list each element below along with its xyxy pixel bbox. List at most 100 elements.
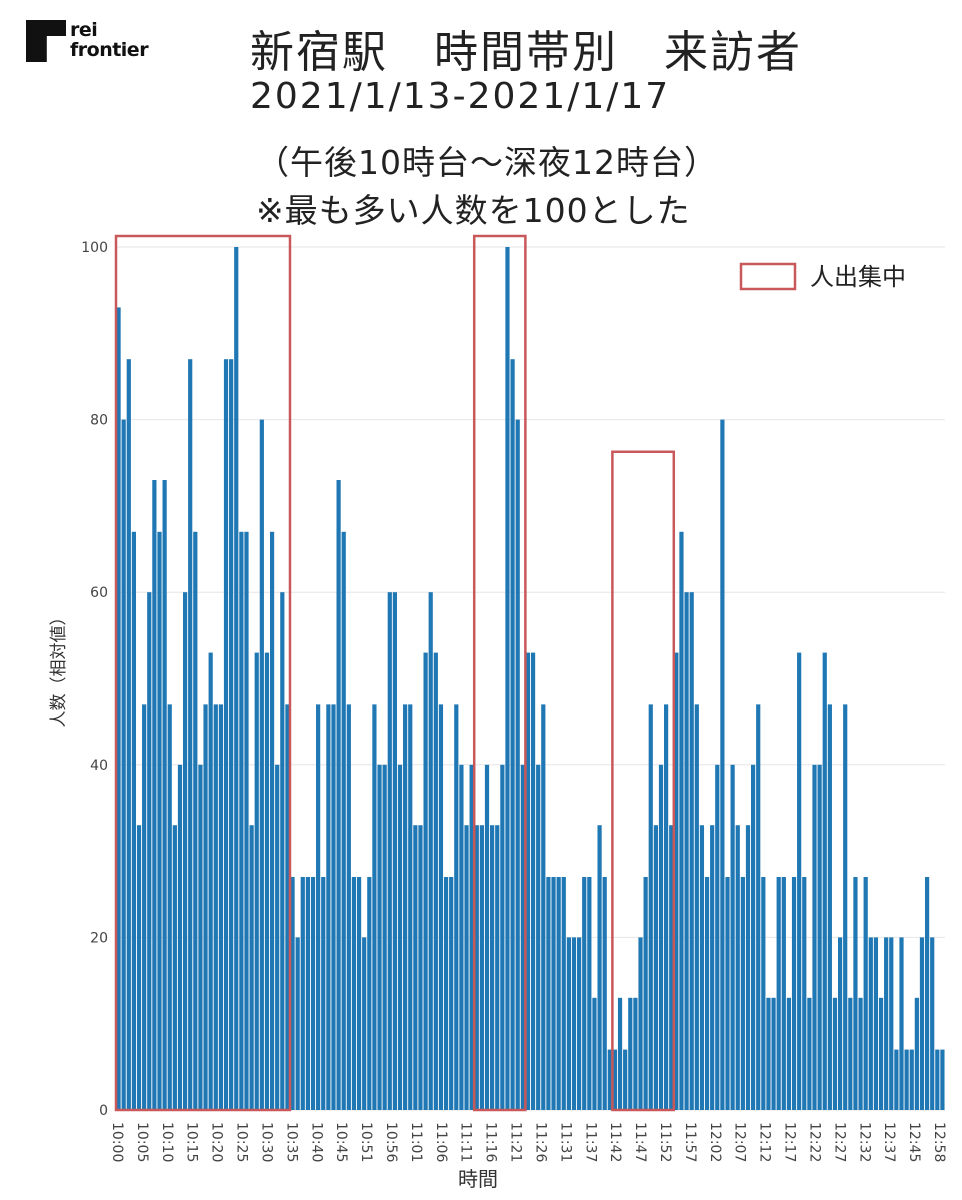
bar xyxy=(423,652,428,1110)
bar xyxy=(838,937,843,1110)
bar xyxy=(699,825,705,1110)
bar xyxy=(244,531,249,1110)
bar xyxy=(607,1049,612,1110)
bar xyxy=(433,652,438,1110)
bar xyxy=(597,825,602,1110)
bar xyxy=(582,876,587,1110)
bar xyxy=(310,876,316,1110)
bar xyxy=(771,997,776,1110)
x-axis-label: 時間 xyxy=(458,1167,498,1191)
bar xyxy=(909,1049,914,1110)
x-tick-labels: 10:00 10:05 10:10 10:15 10:20 10:25 10:30 10:35… xyxy=(109,1122,947,1162)
bar xyxy=(346,704,351,1110)
x-tick-label: 10:30 xyxy=(258,1122,274,1162)
bar xyxy=(495,825,500,1110)
bar xyxy=(740,876,745,1110)
bar xyxy=(218,704,224,1110)
bar xyxy=(392,592,397,1110)
bar xyxy=(259,419,264,1111)
bar xyxy=(827,704,832,1110)
bar xyxy=(633,997,638,1110)
x-tick-label: 10:20 xyxy=(209,1122,225,1162)
bar xyxy=(275,764,280,1110)
bar xyxy=(367,876,372,1110)
bar xyxy=(249,825,254,1110)
bar xyxy=(612,1049,618,1110)
bar xyxy=(403,704,408,1110)
logo-line2: frontier xyxy=(70,39,149,61)
bar xyxy=(786,997,792,1110)
bar xyxy=(628,997,633,1110)
bar xyxy=(725,876,730,1110)
bar xyxy=(280,592,285,1110)
bar xyxy=(592,997,597,1110)
bar xyxy=(131,531,137,1110)
bar xyxy=(510,359,515,1110)
bar xyxy=(188,359,193,1110)
x-tick-label: 11:21 xyxy=(508,1122,524,1162)
bar xyxy=(264,652,270,1110)
y-tick-label: 80 xyxy=(90,413,108,429)
chart-subtitle-time: （午後10時台～深夜12時台） xyxy=(256,143,718,182)
bar xyxy=(914,997,919,1110)
bar xyxy=(126,359,131,1110)
bar xyxy=(802,876,807,1110)
bar xyxy=(781,876,786,1110)
bar xyxy=(469,764,474,1110)
x-tick-label: 12:12 xyxy=(757,1122,773,1162)
x-tick-label: 11:31 xyxy=(557,1122,573,1162)
brand-logo: rei frontier xyxy=(26,20,166,66)
bar xyxy=(766,997,771,1110)
bar xyxy=(587,876,592,1110)
bar xyxy=(321,876,326,1110)
bar xyxy=(459,764,464,1110)
x-tick-label: 11:06 xyxy=(433,1122,449,1162)
bar xyxy=(776,876,781,1110)
x-tick-label: 10:05 xyxy=(134,1122,150,1162)
bar xyxy=(505,247,510,1110)
x-tick-label: 10:25 xyxy=(234,1122,250,1162)
bar xyxy=(479,825,484,1110)
x-tick-label: 11:01 xyxy=(408,1122,424,1162)
bar xyxy=(413,825,418,1110)
bar xyxy=(822,652,827,1110)
bar xyxy=(853,876,858,1110)
bar xyxy=(745,825,751,1110)
bar xyxy=(305,876,310,1110)
bar xyxy=(602,876,607,1110)
bar xyxy=(152,480,157,1110)
x-tick-label: 12:45 xyxy=(906,1122,922,1162)
bar xyxy=(807,997,812,1110)
bar xyxy=(162,480,167,1110)
bar xyxy=(377,764,382,1110)
bar xyxy=(362,937,367,1110)
bar xyxy=(684,592,689,1110)
bar xyxy=(525,652,531,1110)
bar xyxy=(541,704,546,1110)
y-tick-label: 40 xyxy=(90,758,108,774)
x-tick-label: 12:22 xyxy=(806,1122,822,1162)
x-tick-label: 10:15 xyxy=(184,1122,200,1162)
bar xyxy=(919,937,925,1110)
bar xyxy=(561,876,566,1110)
bar xyxy=(832,997,838,1110)
bar xyxy=(300,876,305,1110)
bar xyxy=(812,764,817,1110)
bar xyxy=(868,937,873,1110)
bar xyxy=(848,997,853,1110)
bar xyxy=(669,825,674,1110)
x-tick-label: 12:27 xyxy=(831,1122,847,1162)
bar xyxy=(623,1049,628,1110)
logo-text: rei frontier xyxy=(70,20,149,61)
bar xyxy=(566,937,571,1110)
bar xyxy=(520,764,525,1110)
bar xyxy=(290,876,295,1110)
bar xyxy=(751,764,756,1110)
chart-subtitle-note: ※最も多い人数を100とした xyxy=(256,191,691,230)
bars xyxy=(116,247,945,1111)
bar xyxy=(239,531,244,1110)
bar xyxy=(515,419,520,1111)
x-tick-label: 10:56 xyxy=(383,1122,399,1162)
bar xyxy=(704,876,710,1110)
